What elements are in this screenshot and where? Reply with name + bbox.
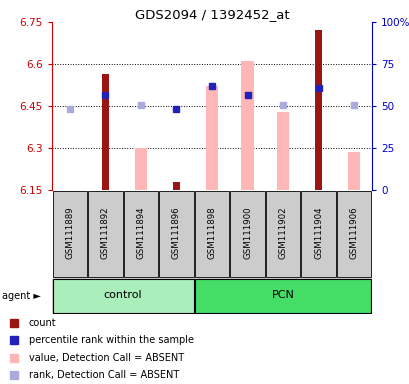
Text: GSM111902: GSM111902 [278,206,287,258]
Text: GSM111904: GSM111904 [313,206,322,258]
Bar [315,30,321,190]
Bar [194,279,371,313]
Bar [276,112,289,190]
Bar [88,191,122,277]
Text: control: control [103,290,142,300]
Bar [301,191,335,277]
Bar [52,279,193,313]
Bar [102,74,108,190]
Bar [194,191,229,277]
Bar [124,191,158,277]
Text: GSM111898: GSM111898 [207,206,216,258]
Text: PCN: PCN [271,290,294,300]
Bar [159,191,193,277]
Title: GDS2094 / 1392452_at: GDS2094 / 1392452_at [135,8,289,21]
Bar [230,191,264,277]
Text: GSM111894: GSM111894 [136,206,145,258]
Text: value, Detection Call = ABSENT: value, Detection Call = ABSENT [29,353,184,363]
Bar [241,61,253,190]
Text: count: count [29,318,56,328]
Bar [205,86,218,190]
Text: GSM111906: GSM111906 [349,206,358,258]
Text: GSM111896: GSM111896 [171,206,180,258]
Text: rank, Detection Call = ABSENT: rank, Detection Call = ABSENT [29,370,179,380]
Text: GSM111889: GSM111889 [65,206,74,258]
Text: percentile rank within the sample: percentile rank within the sample [29,335,193,345]
Text: GSM111900: GSM111900 [243,206,252,258]
Bar [134,148,147,190]
Bar [347,152,360,190]
Bar [173,182,180,190]
Bar [52,191,87,277]
Bar [336,191,371,277]
Text: GSM111892: GSM111892 [101,206,110,258]
Bar [265,191,300,277]
Text: agent ►: agent ► [2,291,41,301]
